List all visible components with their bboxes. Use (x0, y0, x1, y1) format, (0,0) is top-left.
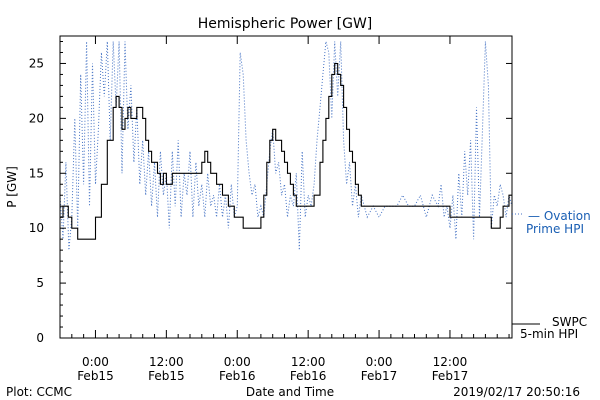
plot-credit: Plot: CCMC (6, 385, 72, 399)
y-tick-label: 20 (29, 111, 44, 125)
y-tick-label: 0 (36, 331, 44, 345)
series-line-ovation (59, 41, 513, 251)
y-tick-label: 5 (36, 276, 44, 290)
y-tick-label: 10 (29, 221, 44, 235)
x-tick-date-label: Feb15 (148, 369, 185, 383)
x-axis-ticks: 0:00Feb1512:00Feb150:00Feb1612:00Feb160:… (59, 36, 510, 383)
legend-swpc-label: SWPC (552, 315, 587, 329)
plot-frame (59, 35, 513, 339)
x-tick-time-label: 12:00 (291, 355, 326, 369)
x-axis-label: Date and Time (246, 385, 334, 399)
chart-title: Hemispheric Power [GW] (198, 16, 373, 32)
y-tick-label: 25 (29, 56, 44, 70)
x-tick-time-label: 0:00 (224, 355, 251, 369)
series-line-swpc (60, 62, 512, 240)
x-tick-time-label: 0:00 (82, 355, 109, 369)
y-tick-label: 15 (29, 166, 44, 180)
x-tick-date-label: Feb16 (290, 369, 327, 383)
legend-ovation-label: — Ovation (528, 209, 591, 223)
plot-timestamp: 2019/02/17 20:50:16 (453, 385, 580, 399)
x-tick-time-label: 0:00 (366, 355, 393, 369)
x-tick-time-label: 12:00 (149, 355, 184, 369)
legend-ovation-label-2: Prime HPI (526, 222, 584, 236)
x-tick-date-label: Feb17 (432, 369, 469, 383)
y-axis-ticks: 0 5 10 15 20 25 (29, 40, 512, 345)
plot-lines (59, 41, 513, 251)
x-tick-date-label: Feb15 (77, 369, 114, 383)
x-tick-date-label: Feb16 (219, 369, 256, 383)
x-tick-date-label: Feb17 (361, 369, 398, 383)
x-tick-time-label: 12:00 (433, 355, 468, 369)
y-axis-label: P [GW] (5, 166, 19, 208)
legend-swpc-label-2: 5-min HPI (520, 327, 578, 341)
